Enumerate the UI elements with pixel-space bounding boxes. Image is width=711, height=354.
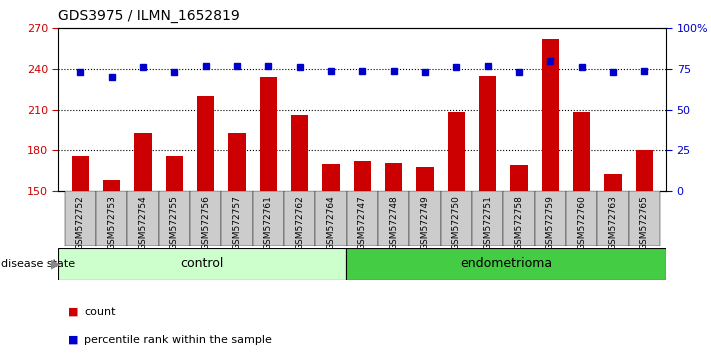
Text: GSM572749: GSM572749 (420, 195, 429, 250)
Text: percentile rank within the sample: percentile rank within the sample (84, 335, 272, 345)
Bar (166, 156, 183, 191)
Bar (597, 191, 629, 246)
Text: endometrioma: endometrioma (460, 257, 552, 270)
Text: GDS3975 / ILMN_1652819: GDS3975 / ILMN_1652819 (58, 9, 240, 23)
Bar (221, 191, 252, 246)
Bar (291, 115, 308, 191)
Text: GSM572757: GSM572757 (232, 195, 242, 250)
Text: ■: ■ (68, 307, 78, 316)
Text: GSM572759: GSM572759 (546, 195, 555, 250)
Bar (479, 76, 496, 191)
Bar (385, 163, 402, 191)
Bar (353, 161, 371, 191)
Text: GSM572750: GSM572750 (451, 195, 461, 250)
Text: GSM572754: GSM572754 (139, 195, 147, 250)
Text: GSM572765: GSM572765 (640, 195, 648, 250)
Text: GSM572758: GSM572758 (515, 195, 523, 250)
Bar (629, 191, 660, 246)
Text: GSM572755: GSM572755 (170, 195, 178, 250)
Text: disease state: disease state (1, 259, 75, 269)
Bar (346, 191, 378, 246)
Bar (566, 191, 597, 246)
Bar (510, 165, 528, 191)
Bar (284, 191, 315, 246)
Bar (197, 96, 214, 191)
Bar (636, 150, 653, 191)
Text: GSM572747: GSM572747 (358, 195, 367, 250)
Text: GSM572752: GSM572752 (76, 195, 85, 250)
Text: GSM572761: GSM572761 (264, 195, 273, 250)
Bar (228, 133, 245, 191)
Bar (72, 156, 89, 191)
Bar (127, 191, 159, 246)
Bar (96, 191, 127, 246)
Text: count: count (84, 307, 115, 316)
Text: GSM572762: GSM572762 (295, 195, 304, 250)
Bar (159, 191, 190, 246)
Bar (410, 191, 441, 246)
Bar (378, 191, 410, 246)
Bar (65, 191, 96, 246)
Text: ▶: ▶ (51, 257, 61, 270)
Bar (260, 77, 277, 191)
Text: GSM572753: GSM572753 (107, 195, 116, 250)
Text: control: control (181, 257, 224, 270)
Text: GSM572763: GSM572763 (609, 195, 617, 250)
Bar (322, 164, 340, 191)
Bar (472, 191, 503, 246)
Text: GSM572751: GSM572751 (483, 195, 492, 250)
Bar (573, 113, 590, 191)
Bar (441, 191, 472, 246)
Text: GSM572756: GSM572756 (201, 195, 210, 250)
Bar (417, 167, 434, 191)
Text: ■: ■ (68, 335, 78, 345)
Bar (542, 39, 559, 191)
Bar (604, 173, 621, 191)
Bar (58, 248, 346, 280)
Bar (535, 191, 566, 246)
Bar (190, 191, 221, 246)
Bar (448, 113, 465, 191)
Text: GSM572748: GSM572748 (389, 195, 398, 250)
Text: GSM572760: GSM572760 (577, 195, 586, 250)
Bar (252, 191, 284, 246)
Text: GSM572764: GSM572764 (326, 195, 336, 250)
Bar (134, 133, 151, 191)
Bar (315, 191, 346, 246)
Bar (103, 180, 120, 191)
Bar (503, 191, 535, 246)
Bar (346, 248, 666, 280)
